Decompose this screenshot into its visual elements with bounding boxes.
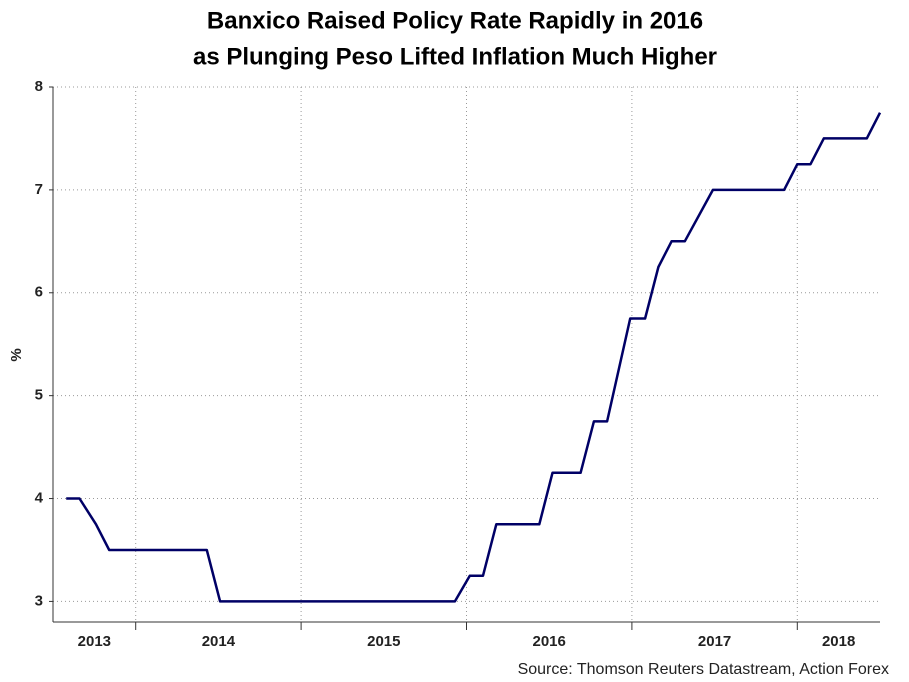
- x-tick-label: 2018: [822, 633, 855, 650]
- x-tick-label: 2013: [78, 633, 111, 650]
- x-tick-label: 2017: [698, 633, 731, 650]
- chart-title: as Plunging Peso Lifted Inflation Much H…: [193, 43, 717, 70]
- y-tick-label: 8: [35, 78, 43, 95]
- y-tick-label: 6: [35, 284, 43, 301]
- x-tick-label: 2015: [367, 633, 400, 650]
- line-series: [66, 112, 882, 603]
- y-tick-label: 3: [35, 592, 43, 609]
- chart-title: Banxico Raised Policy Rate Rapidly in 20…: [207, 7, 703, 34]
- y-axis-label: %: [8, 348, 25, 361]
- x-tick-label: 2016: [533, 633, 566, 650]
- x-tick-label: 2014: [202, 633, 236, 650]
- source-note: Source: Thomson Reuters Datastream, Acti…: [518, 661, 889, 678]
- y-tick-label: 7: [35, 181, 43, 198]
- y-tick-label: 5: [35, 387, 43, 404]
- y-tick-label: 4: [35, 490, 44, 507]
